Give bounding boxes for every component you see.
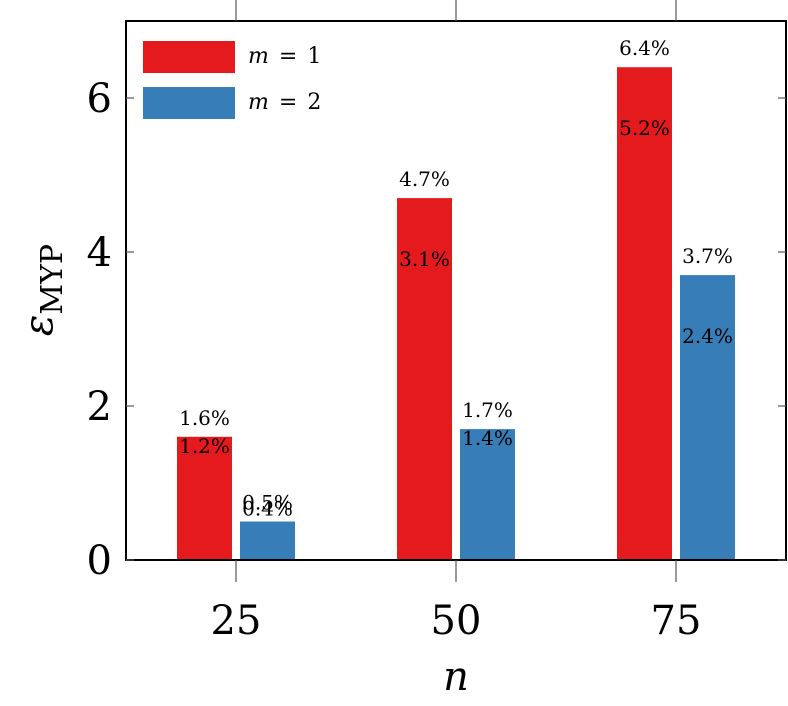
x-tick-label-75: 75 bbox=[651, 598, 702, 644]
data-label-inner-m1-n50: 3.1% bbox=[399, 247, 450, 271]
y-tick-label-4: 4 bbox=[87, 230, 112, 276]
x-tick-label-50: 50 bbox=[431, 598, 482, 644]
x-tick-label-25: 25 bbox=[211, 598, 262, 644]
y-tick-label-2: 2 bbox=[87, 384, 112, 430]
axes-layer: 0 2 4 6 25 50 75 bbox=[87, 0, 787, 644]
data-label-inner-m2-n75: 2.4% bbox=[682, 324, 733, 348]
legend: m = 1 m = 2 bbox=[143, 41, 321, 119]
bar-m1-n75 bbox=[617, 67, 672, 560]
bar-m2-n75 bbox=[680, 275, 735, 560]
data-label-inner-m1-n25: 1.2% bbox=[179, 434, 230, 458]
bar-m2-n50 bbox=[460, 429, 515, 560]
data-label-inner-m2-n50: 1.4% bbox=[462, 426, 513, 450]
data-label-top-m2-n75: 3.7% bbox=[682, 244, 733, 268]
y-tick-label-0: 0 bbox=[87, 538, 112, 584]
legend-swatch-m1 bbox=[143, 41, 235, 73]
data-label-top-m2-n25: 0.5% bbox=[242, 491, 293, 515]
bar-m2-n25 bbox=[240, 521, 295, 560]
y-axis-label-subscript: MYP bbox=[35, 244, 70, 315]
y-tick-label-6: 6 bbox=[87, 76, 112, 122]
data-label-top-m1-n75: 6.4% bbox=[619, 36, 670, 60]
data-label-inner-m2-n25: 0.4% bbox=[242, 497, 293, 521]
data-label-top-m2-n50: 1.7% bbox=[462, 398, 513, 422]
y-axis-label-main: ε bbox=[16, 315, 62, 336]
data-label-inner-m1-n75: 5.2% bbox=[619, 116, 670, 140]
data-label-top-m1-n50: 4.7% bbox=[399, 167, 450, 191]
x-axis-label: n bbox=[443, 654, 469, 700]
y-axis-label: εMYP bbox=[16, 244, 70, 336]
legend-swatch-m2 bbox=[143, 87, 235, 119]
bars-layer bbox=[177, 67, 735, 560]
svg-text:εMYP: εMYP bbox=[16, 244, 70, 336]
bar-m1-n25 bbox=[177, 436, 232, 560]
data-label-top-m1-n25: 1.6% bbox=[179, 406, 230, 430]
data-labels-layer: 1.6% 1.2% 4.7% 3.1% 6.4% 5.2% 0.5%0.4% 1.7% 1.4%… bbox=[179, 36, 733, 520]
legend-label-m1: m = 1 bbox=[248, 44, 321, 69]
bar-m1-n50 bbox=[397, 198, 452, 560]
legend-label-m2: m = 2 bbox=[248, 90, 321, 115]
